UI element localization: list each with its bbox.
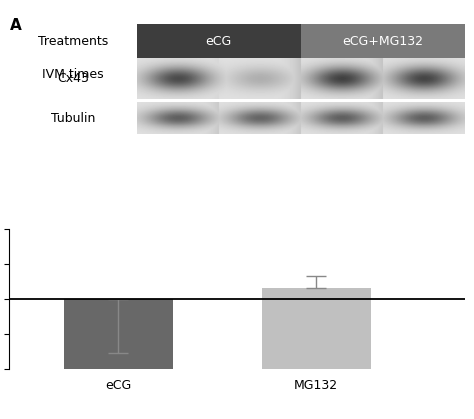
Text: A: A — [9, 18, 21, 33]
Text: eCG: eCG — [206, 34, 232, 47]
Bar — [64, 299, 173, 369]
Bar — [137, 24, 301, 58]
Text: 4.5h: 4.5h — [328, 67, 356, 80]
Bar — [301, 58, 383, 91]
Text: 8.5h: 8.5h — [246, 67, 273, 80]
Text: eCG+MG132: eCG+MG132 — [342, 34, 423, 47]
Text: Treatments: Treatments — [38, 34, 109, 47]
Bar — [301, 24, 465, 58]
Bar — [219, 58, 301, 91]
Text: Tubulin: Tubulin — [51, 112, 95, 125]
Text: 4.5h: 4.5h — [164, 67, 191, 80]
Text: 8.5h: 8.5h — [410, 67, 438, 80]
Bar — [262, 288, 371, 369]
Bar — [137, 58, 219, 91]
Bar — [383, 58, 465, 91]
Text: Cx43: Cx43 — [57, 72, 89, 85]
Text: IVM times: IVM times — [42, 67, 104, 80]
